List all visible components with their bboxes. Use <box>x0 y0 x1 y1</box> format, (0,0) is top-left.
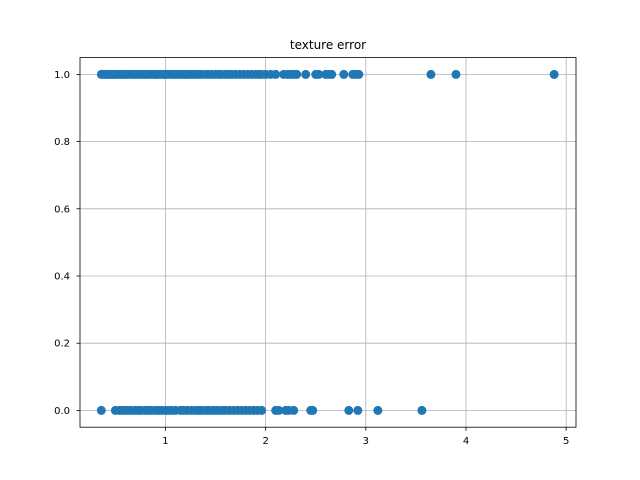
data-point <box>289 405 299 415</box>
x-tick-label: 3 <box>363 436 369 447</box>
x-tick-label: 4 <box>463 436 469 447</box>
y-tick-label: 0.4 <box>54 272 70 283</box>
data-point <box>344 405 354 415</box>
y-tick-label: 0.8 <box>54 137 70 148</box>
data-point <box>301 69 311 79</box>
data-point <box>354 69 364 79</box>
x-tick-label: 1 <box>162 436 168 447</box>
y-tick-label: 0.2 <box>54 339 70 350</box>
scatter-points <box>96 69 559 415</box>
data-point <box>426 69 436 79</box>
y-tick-label: 1.0 <box>54 70 70 81</box>
chart-title: texture error <box>290 38 366 52</box>
y-tick-label: 0.6 <box>54 204 70 215</box>
data-point <box>339 69 349 79</box>
data-point <box>257 405 267 415</box>
data-point <box>451 69 461 79</box>
data-point <box>96 405 106 415</box>
x-tick-label: 2 <box>262 436 268 447</box>
plot-area-frame <box>79 57 577 428</box>
data-point <box>549 69 559 79</box>
data-point <box>271 69 281 79</box>
x-tick-label: 5 <box>563 436 569 447</box>
x-axis: 1 2 3 4 5 <box>162 427 569 447</box>
data-point <box>353 405 363 415</box>
y-tick-label: 0.0 <box>54 406 70 417</box>
data-point <box>308 405 318 415</box>
data-point <box>417 405 427 415</box>
data-point <box>373 405 383 415</box>
data-point <box>292 69 302 79</box>
data-point <box>314 69 324 79</box>
data-point <box>327 69 337 79</box>
data-point <box>274 405 284 415</box>
y-axis: 0.0 0.2 0.4 0.6 0.8 1.0 <box>54 70 80 417</box>
